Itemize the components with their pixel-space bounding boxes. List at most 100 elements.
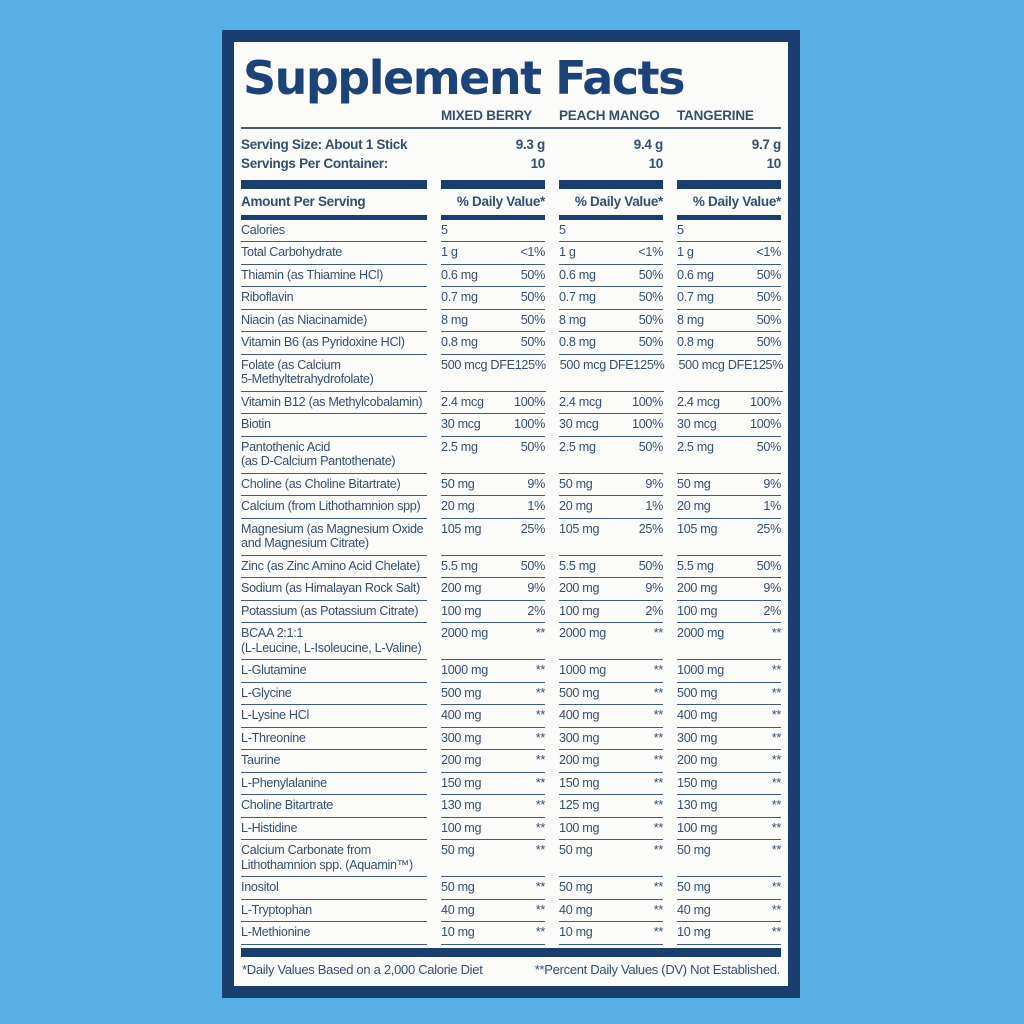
nutrient-label: BCAA 2:1:1 [241, 626, 304, 640]
nutrient-label-line2: 5-Methyltetrahydrofolate) [241, 372, 374, 386]
nutrient-value-cell: 2.4 mcg 100% [677, 392, 781, 414]
nutrient-amount: 500 mg [441, 685, 482, 700]
nutrient-amount: 0.6 mg [441, 267, 478, 282]
nutrient-daily-value: 50% [756, 312, 782, 327]
nutrient-amount: 400 mg [441, 708, 482, 722]
nutrient-value-cell: 30 mcg 100% [677, 414, 781, 437]
nutrient-label: Thiamin (as Thiamine HCl) [241, 267, 384, 282]
nutrient-label-line2: (L-Leucine, L-Isoleucine, L-Valine) [241, 640, 422, 655]
nutrient-daily-value: <1% [756, 245, 781, 259]
nutrient-amount: 5.5 mg [559, 558, 596, 573]
nutrient-daily-value: 50% [520, 312, 546, 327]
nutrient-amount: 10 mg [677, 925, 711, 939]
nutrient-value-cell: 300 mg ** [559, 728, 663, 750]
nutrient-label: L-Phenylalanine [241, 775, 327, 790]
nutrient-amount: 2000 mg [441, 626, 488, 640]
nutrient-value-cell: 200 mg ** [559, 750, 663, 773]
nutrient-value-cell: 10 mg ** [677, 922, 781, 945]
nutrient-amount: 5 [677, 222, 684, 237]
nutrient-daily-value: ** [535, 753, 546, 767]
nutrient-daily-value: ** [653, 663, 664, 677]
nutrient-label: Biotin [241, 417, 271, 431]
supplement-facts-panel: Supplement Facts MIXED BERRY PEACH MANGO… [222, 30, 800, 998]
nutrient-daily-value: 1% [763, 499, 781, 513]
table-row: L-Histidine 100 mg ** 100 mg ** 100 mg ** [241, 818, 781, 840]
nutrient-value-cell: 100 mg 2% [441, 601, 545, 623]
nutrient-label-cell: Choline Bitartrate [241, 795, 427, 818]
nutrient-amount: 1000 mg [677, 663, 724, 677]
nutrient-amount: 105 mg [677, 521, 718, 536]
nutrient-label-cell: Magnesium (as Magnesium Oxide and Magnesi… [241, 519, 427, 556]
table-rows: Calories 5 5 5 Total Carbohydrate 1 g <1% 1 g <1… [241, 220, 784, 945]
nutrient-daily-value: 2% [763, 603, 781, 618]
nutrient-value-cell: 50 mg ** [677, 840, 781, 877]
nutrient-daily-value: ** [771, 880, 782, 894]
nutrient-value-cell: 200 mg ** [441, 750, 545, 773]
daily-value-header: % Daily Value* [574, 194, 663, 209]
serving-size-label: Serving Size: About 1 Stick [241, 137, 408, 152]
serving-size-value: 9.4 g [633, 137, 664, 152]
nutrient-amount: 50 mg [441, 476, 475, 491]
nutrient-value-cell: 105 mg 25% [559, 519, 663, 556]
nutrient-amount: 100 mg [441, 603, 482, 618]
nutrient-daily-value: 9% [645, 581, 663, 595]
nutrient-amount: 1 g [677, 245, 694, 259]
nutrient-value-cell: 5.5 mg 50% [441, 556, 546, 578]
nutrient-value-cell: 0.8 mg 50% [677, 332, 781, 355]
nutrient-value-cell: 130 mg ** [441, 795, 545, 818]
nutrient-amount: 100 mg [677, 820, 718, 835]
nutrient-daily-value: 50% [756, 439, 782, 454]
nutrient-daily-value: <1% [520, 245, 545, 259]
nutrient-daily-value: 2% [645, 603, 663, 618]
nutrient-label: Choline (as Choline Bitartrate) [241, 476, 401, 491]
nutrient-value-cell: 30 mcg 100% [441, 414, 545, 437]
nutrient-label-line2: and Magnesium Citrate) [241, 536, 369, 550]
nutrient-value-cell: 8 mg 50% [677, 310, 782, 332]
nutrient-daily-value: ** [535, 880, 546, 894]
nutrient-value-cell: 100 mg ** [677, 818, 781, 840]
nutrient-label-cell: Potassium (as Potassium Citrate) [241, 601, 427, 623]
nutrient-amount: 0.8 mg [677, 335, 714, 349]
nutrient-amount: 2000 mg [677, 626, 724, 640]
nutrient-daily-value: ** [653, 626, 664, 640]
nutrient-value-cell: 200 mg 9% [441, 578, 545, 601]
nutrient-daily-value: ** [771, 775, 782, 790]
flavor-header-spacer [241, 108, 427, 123]
nutrient-label-cell: Riboflavin [241, 287, 427, 310]
nutrient-amount: 40 mg [441, 902, 475, 917]
footer-bar [241, 947, 781, 957]
nutrient-daily-value: 25% [638, 521, 664, 536]
table-row: Folate (as Calcium 5-Methyltetrahydrofola… [241, 355, 784, 392]
nutrient-amount: 0.7 mg [559, 290, 596, 304]
nutrient-value-cell: 400 mg ** [441, 705, 545, 728]
nutrient-label-cell: Vitamin B6 (as Pyridoxine HCl) [241, 332, 427, 355]
nutrient-label: Vitamin B12 (as Methylcobalamin) [241, 394, 423, 409]
daily-value-header: % Daily Value* [692, 194, 781, 209]
nutrient-amount: 0.8 mg [559, 335, 596, 349]
nutrient-value-cell: 150 mg ** [677, 773, 782, 795]
nutrient-amount: 200 mg [677, 753, 718, 767]
nutrient-value-cell: 200 mg ** [677, 750, 781, 773]
table-row: Sodium (as Himalayan Rock Salt) 200 mg 9% 2… [241, 578, 781, 601]
table-row: L-Methionine 10 mg ** 10 mg ** 10 mg ** [241, 922, 781, 945]
nutrient-daily-value: 50% [520, 558, 546, 573]
table-row: Niacin (as Niacinamide) 8 mg 50% 8 mg 50% 8 m… [241, 310, 782, 332]
nutrient-amount: 30 mcg [677, 417, 717, 431]
nutrient-amount: 8 mg [559, 312, 586, 327]
serving-values-peach-mango: 9.4 g 10 [559, 135, 664, 173]
nutrient-amount: 1 g [441, 245, 458, 259]
nutrient-daily-value: 9% [763, 581, 781, 595]
nutrient-value-cell: 1 g <1% [559, 242, 663, 265]
nutrient-amount: 500 mg [559, 685, 600, 700]
nutrient-daily-value: 125% [752, 357, 784, 372]
header-divider-rule [241, 127, 781, 129]
nutrient-label-cell: Total Carbohydrate [241, 242, 427, 265]
nutrient-daily-value: ** [771, 663, 782, 677]
nutrient-daily-value: 100% [749, 394, 781, 409]
nutrient-label-cell: Zinc (as Zinc Amino Acid Chelate) [241, 556, 427, 578]
nutrient-daily-value: 50% [638, 558, 664, 573]
nutrient-amount: 500 mg [677, 685, 718, 700]
nutrient-value-cell: 50 mg 9% [677, 474, 781, 496]
nutrient-daily-value: 9% [645, 476, 663, 491]
nutrient-value-cell: 5 [559, 220, 663, 242]
